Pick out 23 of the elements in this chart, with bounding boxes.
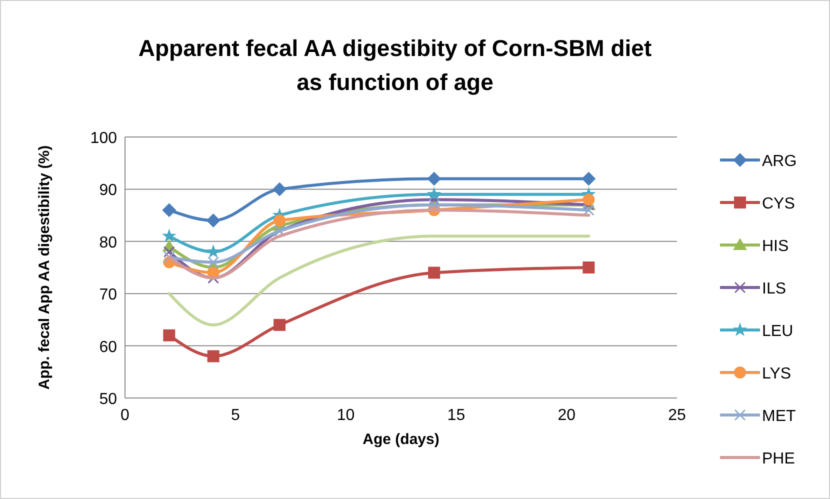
legend-label: CYS [762, 196, 795, 212]
x-tick-label: 15 [447, 407, 466, 424]
y-tick-label: 70 [99, 286, 118, 304]
y-tick-label: 50 [99, 391, 118, 408]
legend-label: MET [762, 408, 796, 425]
legend-label: PHE [762, 450, 795, 468]
y-tick-label: 90 [99, 182, 118, 200]
x-tick-label: 20 [558, 407, 576, 424]
x-tick-label: 25 [668, 407, 686, 424]
legend-label: HIS [762, 238, 789, 255]
y-axis-title: App. fecal App AA digestibility (%) [36, 145, 53, 390]
legend-label: ARG [762, 153, 797, 170]
y-tick-label: 60 [99, 338, 118, 356]
legend-label: LYS [762, 366, 792, 382]
chart-title: Apparent fecal AA digestibity of Corn-SBM diet as function of age [138, 35, 652, 95]
legend-label: ILS [762, 280, 786, 298]
y-tick-label: 80 [99, 234, 118, 252]
x-tick-label: 10 [336, 407, 355, 424]
x-tick-label: 0 [120, 407, 130, 424]
x-tick-label: 5 [230, 407, 240, 424]
x-axis-title: Age (days) [362, 431, 440, 448]
y-tick-label: 100 [90, 130, 118, 147]
legend-label: LEU [762, 323, 794, 340]
